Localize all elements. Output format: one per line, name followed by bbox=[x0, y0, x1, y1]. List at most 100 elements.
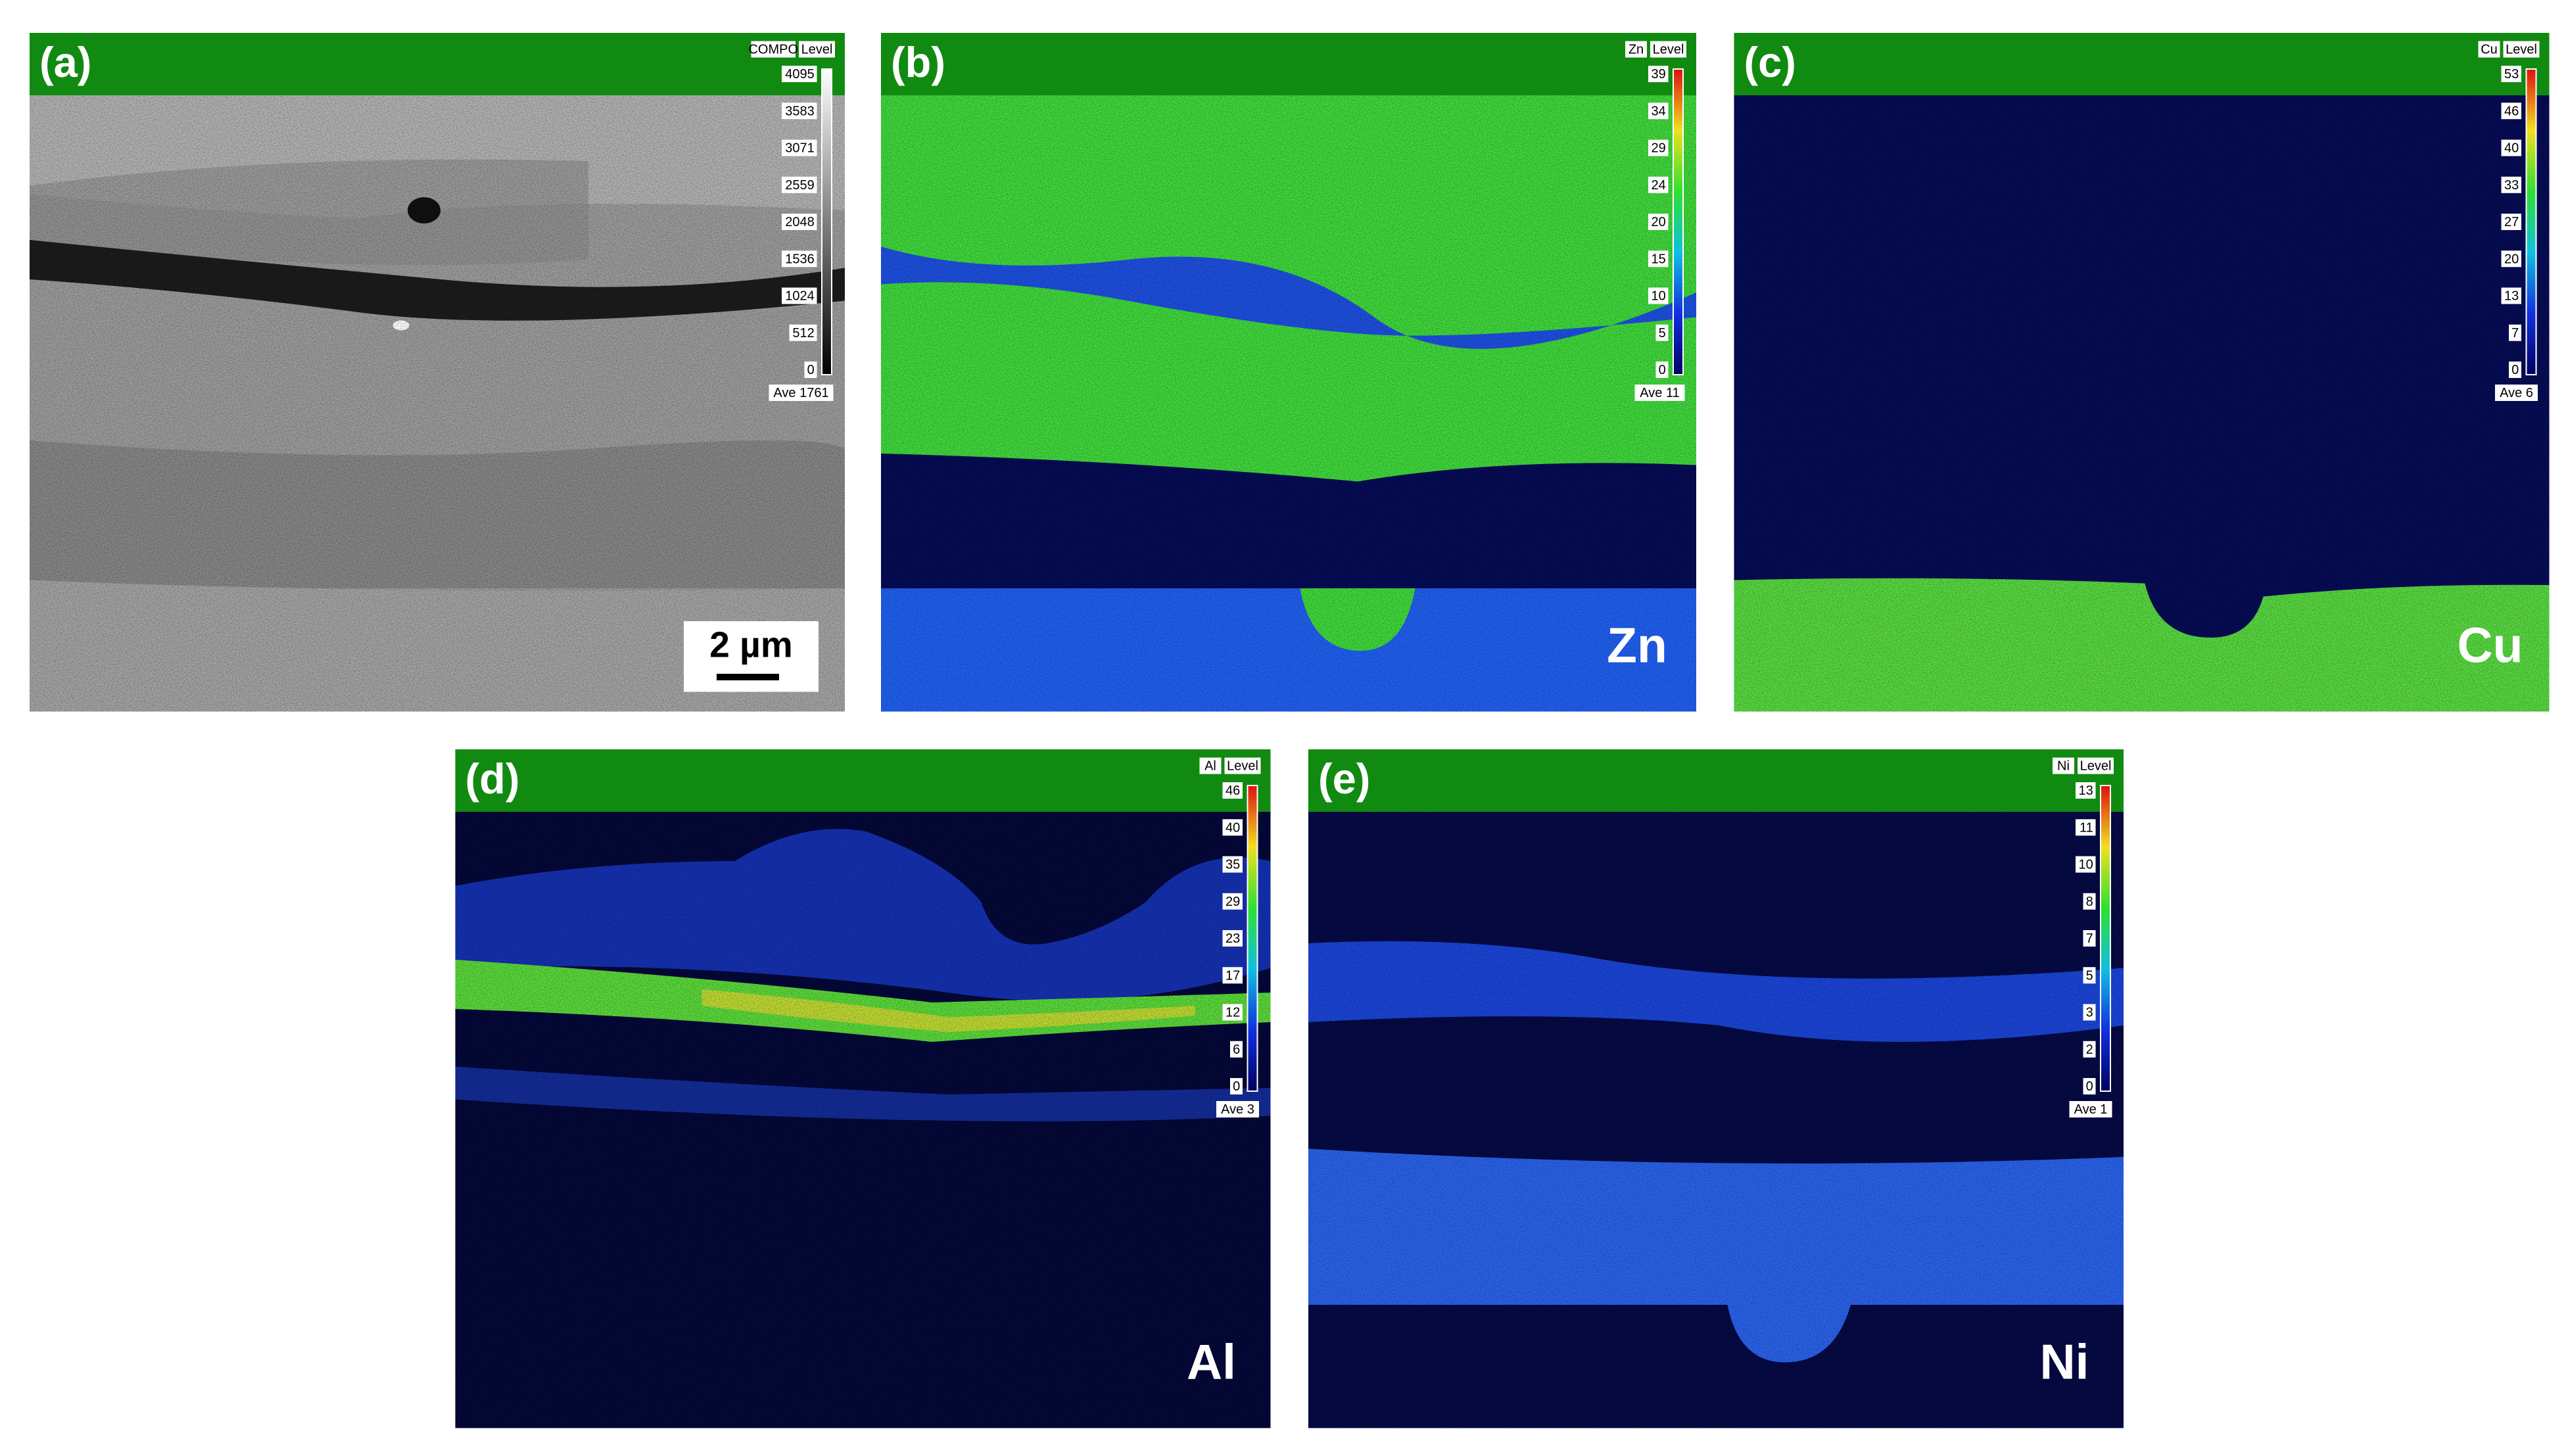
level-label: Level bbox=[1227, 759, 1258, 774]
scale-label-box bbox=[1222, 893, 1243, 910]
scale-label-box bbox=[2076, 856, 2096, 873]
scale-label-box bbox=[782, 287, 817, 304]
panel: (e) Level Ni 13 11 10 8 7 5 3 2 0 Ave 1 Ni bbox=[1308, 749, 2124, 1428]
ave-label: Ave 6 bbox=[2500, 386, 2533, 400]
ave-box bbox=[2495, 385, 2538, 401]
scale-label-box bbox=[2076, 782, 2096, 799]
scale-label: 27 bbox=[2504, 215, 2519, 229]
scale-label-box bbox=[2083, 1041, 2096, 1058]
scale-label-box bbox=[1648, 250, 1669, 268]
scale-label-box bbox=[2501, 176, 2521, 193]
ave-box bbox=[1216, 1101, 1259, 1117]
scale-label: 40 bbox=[2504, 141, 2519, 156]
header-box bbox=[2478, 41, 2500, 58]
map-image bbox=[455, 812, 1271, 1428]
scale-label-box bbox=[804, 362, 817, 378]
scale-label-box bbox=[2501, 287, 2521, 304]
level-box bbox=[2503, 41, 2540, 58]
header-box bbox=[751, 41, 796, 58]
panel-label: (e) bbox=[1318, 755, 1370, 803]
panel-label: (b) bbox=[891, 38, 945, 86]
scale-label-box bbox=[2083, 967, 2096, 984]
scale-label: 2559 bbox=[785, 178, 815, 193]
scale-label: 5 bbox=[2086, 968, 2093, 983]
scale-label: 10 bbox=[1652, 289, 1666, 304]
color-bar bbox=[1672, 68, 1684, 376]
scale-label: 29 bbox=[1225, 895, 1240, 909]
scale-label-box bbox=[2083, 1078, 2096, 1094]
scale-label: 3071 bbox=[785, 141, 815, 156]
element-label: Cu bbox=[2458, 617, 2523, 672]
scale-label: 15 bbox=[1652, 252, 1666, 266]
element-label: Al bbox=[1187, 1334, 1236, 1389]
ave-box bbox=[1634, 385, 1685, 401]
header-box bbox=[2053, 757, 2074, 774]
noise bbox=[1308, 812, 2124, 1428]
scale-label: 13 bbox=[2504, 289, 2519, 304]
element-label: Zn bbox=[1607, 617, 1667, 672]
scale-label-box bbox=[2083, 930, 2096, 947]
scale-label-box bbox=[1648, 176, 1669, 193]
scale-label-box bbox=[789, 324, 817, 341]
scale-label-box bbox=[2501, 214, 2521, 230]
scale-label: 2 bbox=[2086, 1043, 2093, 1057]
scale-label: 40 bbox=[1225, 820, 1240, 835]
scale-label: 23 bbox=[1225, 931, 1240, 946]
scale-label-box bbox=[1222, 856, 1243, 873]
level-box bbox=[2078, 757, 2114, 774]
color-bar bbox=[2525, 68, 2537, 376]
color-bar bbox=[2099, 784, 2111, 1092]
scale-label-box bbox=[2509, 324, 2521, 341]
ave-label: Ave 11 bbox=[1640, 386, 1679, 400]
header-bar bbox=[455, 749, 1271, 812]
scale-label-box bbox=[1655, 324, 1669, 341]
scale-label-box bbox=[1222, 819, 1243, 836]
panel-label: (a) bbox=[39, 38, 91, 86]
scale-label-box bbox=[782, 139, 817, 156]
panel-label: (d) bbox=[465, 755, 520, 803]
scale-label: 0 bbox=[2086, 1079, 2093, 1094]
scale-label: 46 bbox=[1225, 784, 1240, 798]
noise bbox=[455, 812, 1271, 1428]
map-image bbox=[1734, 95, 2550, 712]
scale-label: 0 bbox=[807, 363, 815, 377]
level-box bbox=[1650, 41, 1686, 58]
scale-label: 5 bbox=[1659, 326, 1666, 341]
level-label: Level bbox=[1653, 43, 1684, 57]
level-label: Level bbox=[801, 43, 833, 57]
scale-label: 10 bbox=[2079, 858, 2093, 872]
map-image bbox=[1308, 812, 2124, 1428]
level-box bbox=[1224, 757, 1261, 774]
scale-bar-label: 2 µm bbox=[709, 624, 792, 665]
scale-label: 35 bbox=[1225, 858, 1240, 872]
panel: (d) Level Al 46 40 35 29 23 17 12 6 0 Ave 3 Al bbox=[455, 749, 1271, 1428]
header-label: Cu bbox=[2481, 43, 2498, 57]
scale-label: 34 bbox=[1652, 104, 1666, 118]
scale-bar bbox=[717, 674, 779, 680]
map-image bbox=[881, 95, 1696, 712]
scale-label-box bbox=[1648, 287, 1669, 304]
noise bbox=[1734, 95, 2550, 712]
scale-label-box bbox=[1648, 214, 1669, 230]
scale-label: 6 bbox=[1233, 1043, 1240, 1057]
scale-label-box bbox=[782, 103, 817, 120]
header-bar bbox=[881, 33, 1696, 96]
scale-label-box bbox=[2501, 139, 2521, 156]
scale-label-box bbox=[1230, 1078, 1243, 1094]
ave-label: Ave 1761 bbox=[773, 386, 828, 400]
ave-label: Ave 3 bbox=[1221, 1102, 1254, 1117]
header-label: Al bbox=[1204, 759, 1216, 774]
scale-label-box bbox=[2501, 250, 2521, 268]
scale-label-box bbox=[2083, 893, 2096, 910]
scale-label: 53 bbox=[2504, 67, 2519, 82]
header-bar bbox=[30, 33, 845, 96]
map-image bbox=[30, 95, 845, 712]
scale-label: 1024 bbox=[785, 289, 815, 304]
panel: (c) Level Cu 53 46 40 33 27 20 13 7 0 Ave 6 Cu bbox=[1734, 33, 2550, 712]
scale-label: 512 bbox=[792, 326, 814, 341]
panel: (b) Level Zn 39 34 29 24 20 15 10 5 0 Ave 11 Zn bbox=[881, 33, 1696, 712]
scale-label: 13 bbox=[2079, 784, 2093, 798]
